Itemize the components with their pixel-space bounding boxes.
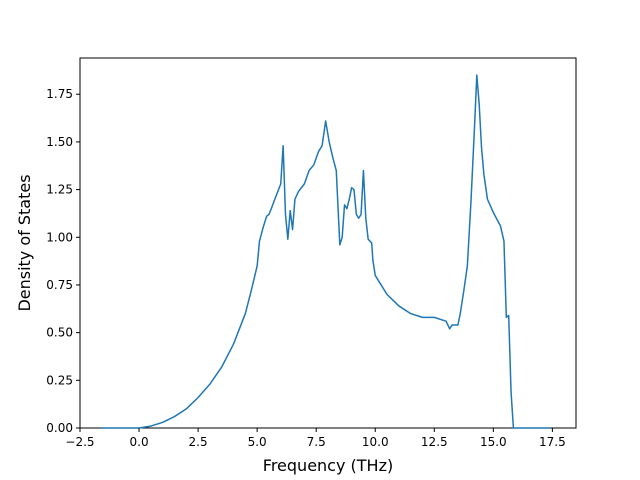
x-tick-label: −2.5 xyxy=(65,435,94,449)
series-line-dos xyxy=(101,74,551,429)
x-tick-label: 17.5 xyxy=(539,435,566,449)
y-axis-ticks: 0.00 0.25 0.50 0.75 1.00 1.25 1.50 1.75 xyxy=(46,87,80,435)
x-axis-label: Frequency (THz) xyxy=(263,456,393,475)
y-tick-label: 0.50 xyxy=(46,326,73,340)
x-tick-label: 15.0 xyxy=(480,435,507,449)
x-tick-label: 10.0 xyxy=(362,435,389,449)
y-tick-label: 1.00 xyxy=(46,230,73,244)
x-tick-label: 2.5 xyxy=(189,435,208,449)
y-tick-label: 1.25 xyxy=(46,183,73,197)
y-tick-label: 0.75 xyxy=(46,278,73,292)
x-axis-ticks: −2.5 0.0 2.5 5.0 7.5 10.0 12.5 15.0 17.5 xyxy=(65,428,566,449)
y-tick-label: 0.25 xyxy=(46,373,73,387)
x-tick-label: 12.5 xyxy=(421,435,448,449)
x-tick-label: 0.0 xyxy=(130,435,149,449)
x-tick-label: 5.0 xyxy=(248,435,267,449)
y-tick-label: 0.00 xyxy=(46,421,73,435)
plot-area xyxy=(79,57,577,429)
x-tick-label: 7.5 xyxy=(307,435,326,449)
plot-frame xyxy=(79,57,577,429)
y-tick-label: 1.50 xyxy=(46,135,73,149)
y-tick-label: 1.75 xyxy=(46,87,73,101)
y-axis-label: Density of States xyxy=(15,174,34,311)
